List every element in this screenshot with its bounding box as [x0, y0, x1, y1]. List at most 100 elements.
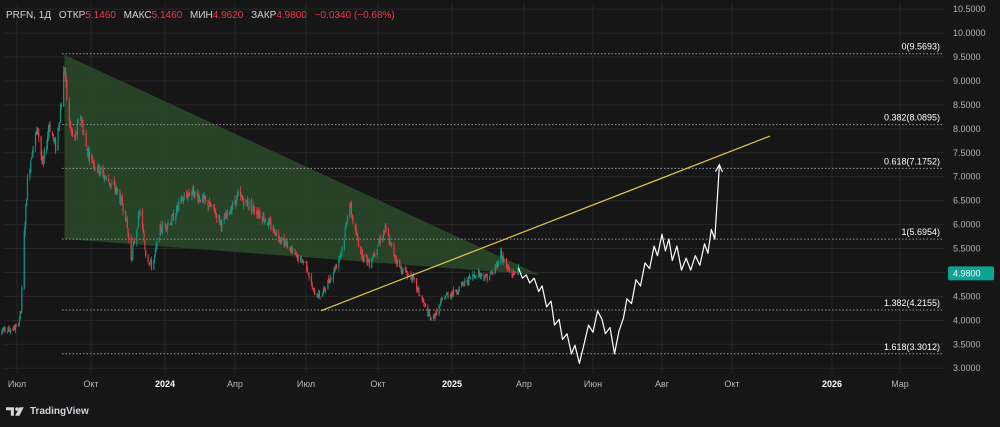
candle-body[interactable]	[158, 237, 160, 240]
candle-body[interactable]	[339, 256, 341, 258]
candle-body[interactable]	[133, 241, 136, 243]
candle-body[interactable]	[483, 275, 485, 280]
candle-body[interactable]	[47, 130, 49, 137]
candle-body[interactable]	[219, 215, 221, 223]
candle-body[interactable]	[120, 196, 123, 199]
candle-body[interactable]	[219, 220, 221, 222]
candle-body[interactable]	[424, 303, 426, 305]
candle-body[interactable]	[225, 215, 228, 216]
candle-body[interactable]	[400, 267, 402, 273]
candle-body[interactable]	[349, 205, 351, 218]
candle-body[interactable]	[263, 215, 265, 221]
candle-body[interactable]	[187, 194, 189, 198]
candle-body[interactable]	[132, 247, 134, 258]
candle-body[interactable]	[63, 72, 65, 107]
candle-body[interactable]	[444, 295, 447, 299]
candle-body[interactable]	[52, 133, 54, 139]
candle-body[interactable]	[497, 262, 499, 266]
candle-body[interactable]	[479, 274, 481, 277]
candle-body[interactable]	[355, 227, 357, 236]
candle-body[interactable]	[213, 204, 215, 210]
candle-body[interactable]	[303, 261, 305, 263]
candle-body[interactable]	[24, 224, 26, 235]
candle-body[interactable]	[2, 329, 4, 331]
candle-body[interactable]	[345, 223, 347, 228]
candle-body[interactable]	[46, 136, 49, 145]
candle-body[interactable]	[506, 266, 508, 269]
candle-body[interactable]	[496, 262, 498, 267]
candle-body[interactable]	[23, 232, 25, 289]
candle-body[interactable]	[209, 202, 211, 207]
candle-body[interactable]	[248, 201, 250, 208]
candle-body[interactable]	[480, 272, 482, 276]
candle-body[interactable]	[109, 183, 111, 186]
candle-body[interactable]	[81, 119, 83, 123]
candle-body[interactable]	[395, 258, 397, 260]
candle-body[interactable]	[4, 326, 6, 331]
candle-body[interactable]	[150, 260, 152, 269]
candle-body[interactable]	[121, 197, 123, 206]
candle-body[interactable]	[30, 157, 33, 160]
candle-body[interactable]	[384, 226, 386, 231]
candle-body[interactable]	[91, 156, 93, 159]
candle-body[interactable]	[147, 256, 149, 262]
candle-body[interactable]	[145, 250, 147, 257]
candle-body[interactable]	[357, 239, 360, 247]
candle-body[interactable]	[113, 181, 115, 186]
candle-body[interactable]	[395, 259, 398, 264]
candle-body[interactable]	[96, 169, 99, 171]
candle-body[interactable]	[199, 199, 201, 202]
candle-body[interactable]	[371, 260, 373, 268]
candle-body[interactable]	[40, 136, 42, 156]
candle-body[interactable]	[407, 273, 410, 275]
candle-body[interactable]	[215, 213, 218, 219]
candle-body[interactable]	[314, 290, 316, 295]
candle-body[interactable]	[346, 216, 349, 223]
candle-body[interactable]	[205, 199, 207, 201]
candle-body[interactable]	[329, 277, 331, 283]
candle-body[interactable]	[354, 224, 356, 229]
candle-body[interactable]	[300, 257, 302, 259]
candle-body[interactable]	[374, 253, 376, 255]
candle-body[interactable]	[262, 214, 264, 221]
candle-body[interactable]	[14, 326, 16, 331]
candle-body[interactable]	[517, 272, 519, 274]
candle-body[interactable]	[19, 311, 21, 319]
candle-body[interactable]	[343, 240, 345, 250]
candle-body[interactable]	[3, 327, 5, 331]
candle-body[interactable]	[427, 306, 429, 316]
candle-body[interactable]	[299, 256, 302, 263]
candle-body[interactable]	[385, 225, 387, 230]
candle-body[interactable]	[125, 217, 127, 222]
candle-body[interactable]	[272, 227, 274, 231]
candle-body[interactable]	[155, 246, 157, 250]
candle-body[interactable]	[105, 176, 107, 178]
candle-body[interactable]	[261, 217, 263, 221]
candle-body[interactable]	[237, 192, 239, 196]
candle-body[interactable]	[481, 273, 483, 276]
candle-body[interactable]	[13, 326, 16, 330]
candle-body[interactable]	[185, 194, 188, 196]
candle-body[interactable]	[126, 218, 128, 228]
candle-body[interactable]	[278, 232, 280, 239]
candle-body[interactable]	[197, 195, 199, 201]
candle-body[interactable]	[310, 276, 313, 284]
candle-body[interactable]	[383, 230, 386, 232]
candle-body[interactable]	[306, 268, 309, 272]
candle-body[interactable]	[192, 187, 194, 192]
candle-body[interactable]	[490, 273, 492, 274]
candle-body[interactable]	[71, 129, 73, 132]
candle-body[interactable]	[182, 198, 184, 201]
candle-body[interactable]	[58, 125, 60, 129]
x-axis[interactable]: Июл Окт 2024 Апр Июл Окт 2025 Апр Июн Авг Окт 2026 М…	[8, 379, 909, 389]
candle-body[interactable]	[491, 272, 493, 274]
candle-body[interactable]	[451, 292, 453, 297]
candle-body[interactable]	[319, 296, 321, 298]
candle-body[interactable]	[110, 183, 112, 186]
candle-body[interactable]	[1, 330, 4, 334]
candle-body[interactable]	[484, 278, 486, 281]
candle-body[interactable]	[9, 329, 12, 333]
candle-body[interactable]	[198, 196, 200, 202]
candle-body[interactable]	[373, 254, 375, 255]
candle-body[interactable]	[352, 217, 354, 224]
